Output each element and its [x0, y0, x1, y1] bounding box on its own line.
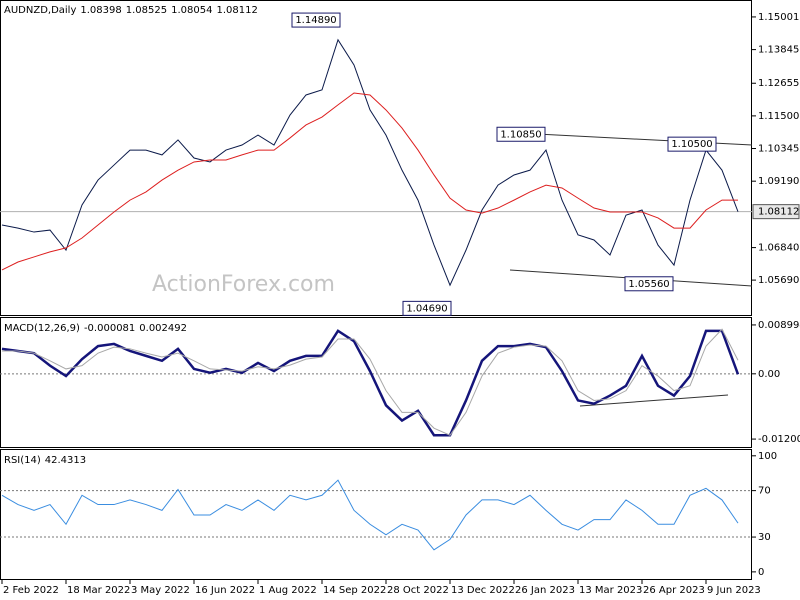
- x-tick-label: 3 May 2022: [131, 585, 190, 596]
- annotation-label: 1.10850: [500, 129, 541, 140]
- current-label: 1.08112: [758, 207, 799, 218]
- x-tick-label: 2 Feb 2022: [3, 585, 59, 596]
- x-tick-label: 28 Oct 2022: [387, 585, 449, 596]
- header-value: 1.08398: [80, 5, 121, 16]
- series-line: [2, 328, 739, 436]
- y-tick-label: -0.012008: [758, 434, 800, 445]
- y-tick-label: 1.10345: [758, 144, 799, 155]
- annotation-label: 1.14890: [295, 15, 336, 26]
- x-tick-label: 18 Mar 2022: [67, 585, 130, 596]
- x-tick-label: 26 Apr 2023: [643, 585, 705, 596]
- series-line: [1, 479, 739, 551]
- watermark: ActionForex.com: [152, 272, 335, 297]
- x-tick-label: 13 Dec 2022: [451, 585, 515, 596]
- header-value: 1.08112: [216, 5, 257, 16]
- y-tick-label: 100: [758, 451, 777, 462]
- y-tick-label: 1.13845: [758, 45, 799, 56]
- header-value: -0.000081: [84, 323, 135, 334]
- y-tick-label: 1.11500: [758, 111, 799, 122]
- x-tick-label: 1 Aug 2022: [259, 585, 317, 596]
- series-line: [1, 92, 738, 271]
- y-tick-label: 1.12655: [758, 78, 799, 89]
- y-tick-label: 0: [758, 567, 764, 578]
- price-panel: [0, 0, 752, 316]
- y-tick-label: 1.15001: [758, 12, 799, 23]
- annotation-box: [291, 12, 341, 28]
- y-tick-label: 30: [758, 532, 771, 543]
- series-line: [1, 38, 739, 287]
- trend-line: [579, 394, 729, 407]
- rsi-panel: [0, 449, 752, 580]
- macd-panel: [0, 317, 752, 448]
- annotation-box: [624, 276, 674, 292]
- x-tick-label: 13 Mar 2023: [579, 585, 642, 596]
- x-tick-label: 14 Sep 2022: [323, 585, 386, 596]
- x-tick-label: 26 Jan 2023: [515, 585, 575, 596]
- header-value: 1.08525: [126, 5, 167, 16]
- annotation-label: 1.05560: [628, 279, 669, 290]
- header-value: 1.08054: [171, 5, 212, 16]
- panel-header: RSI(14) 42.4313: [4, 455, 86, 466]
- panel-header: MACD(12,26,9) -0.000081 0.002492: [4, 323, 187, 334]
- header-value: 0.002492: [139, 323, 187, 334]
- annotation-label: 1.10500: [671, 139, 712, 150]
- y-tick-label: 0.008994: [758, 320, 800, 331]
- panel-title: MACD(12,26,9): [4, 323, 80, 334]
- annotation-label: 1.04690: [406, 303, 447, 314]
- y-tick-label: 70: [758, 486, 771, 497]
- x-tick-label: 16 Jun 2022: [195, 585, 255, 596]
- panel-header: AUDNZD,Daily 1.08398 1.08525 1.08054 1.08112: [4, 5, 258, 16]
- x-tick-label: 9 Jun 2023: [707, 585, 761, 596]
- y-tick-label: 0.00: [758, 369, 780, 380]
- panel-title: RSI(14): [4, 455, 41, 466]
- y-tick-label: 1.05690: [758, 275, 799, 286]
- y-tick-label: 1.09190: [758, 176, 799, 187]
- annotation-box: [496, 126, 546, 142]
- header-value: 42.4313: [45, 455, 86, 466]
- annotation-box: [667, 136, 717, 152]
- panel-title: AUDNZD,Daily: [4, 5, 76, 16]
- series-line: [1, 329, 740, 437]
- y-tick-label: 1.06840: [758, 243, 799, 254]
- current-box: [752, 204, 800, 220]
- annotation-box: [402, 300, 452, 316]
